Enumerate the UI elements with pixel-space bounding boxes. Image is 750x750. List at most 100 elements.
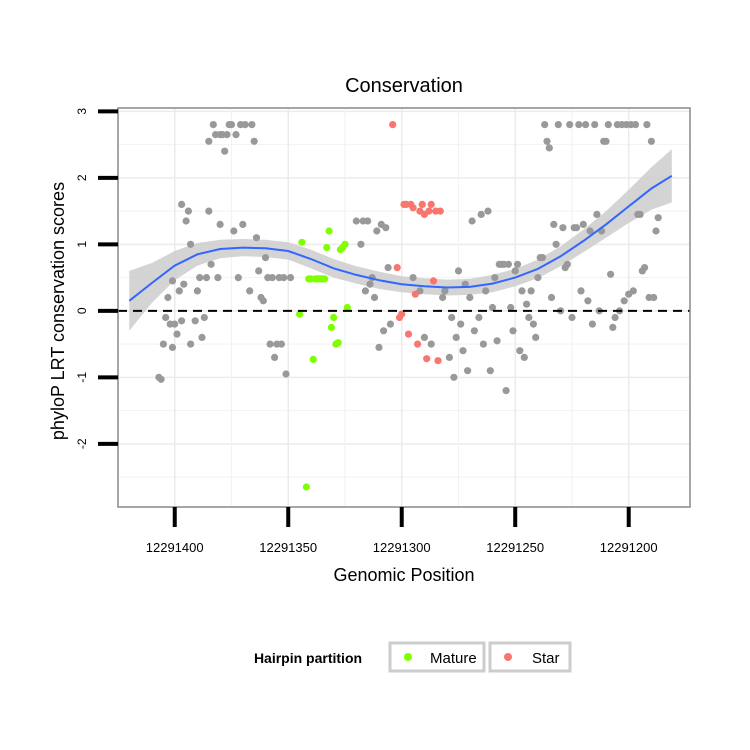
data-point-other (159, 340, 167, 348)
data-point-other (248, 121, 256, 129)
data-point-other (470, 327, 478, 335)
data-point-other (207, 260, 215, 268)
data-point-other (609, 323, 617, 331)
data-point-other (352, 217, 360, 225)
data-point-other (545, 144, 553, 152)
data-point-other (209, 121, 217, 129)
data-point-other (459, 347, 467, 355)
data-point-other (607, 270, 615, 278)
data-point-other (520, 353, 528, 361)
data-point-other (370, 293, 379, 302)
data-point-star (429, 277, 438, 285)
y-axis-label: phyloP LRT conservation scores (48, 182, 68, 440)
data-point-other (602, 137, 610, 145)
data-point-other (205, 137, 213, 145)
data-point-other (493, 337, 501, 345)
data-point-other (239, 220, 247, 228)
data-point-other (173, 330, 181, 338)
data-point-other (427, 340, 435, 348)
data-point-other (250, 137, 258, 145)
data-point-mature (325, 227, 333, 235)
data-point-other (441, 287, 449, 295)
data-point-other (636, 210, 644, 218)
data-point-other (187, 340, 195, 348)
data-point-other (647, 137, 656, 145)
legend-key-mature (404, 653, 412, 661)
data-point-other (541, 121, 549, 129)
data-point-other (464, 367, 472, 375)
data-point-other (282, 370, 290, 378)
data-point-other (643, 121, 651, 129)
data-point-other (575, 121, 583, 129)
data-point-mature (327, 323, 335, 331)
data-point-other (454, 267, 463, 275)
data-point-other (373, 227, 381, 235)
x-axis-label: Genomic Position (333, 565, 474, 585)
data-point-other (178, 317, 186, 325)
data-point-mature (343, 303, 351, 312)
data-point-other (184, 207, 192, 215)
data-point-other (232, 131, 240, 139)
data-point-other (641, 264, 649, 272)
data-point-other (534, 274, 542, 282)
data-point-other (180, 280, 188, 288)
data-point-other (216, 220, 224, 228)
data-point-other (202, 274, 211, 282)
data-point-other (543, 137, 551, 145)
data-point-other (584, 297, 592, 305)
data-point-other (591, 121, 599, 129)
data-point-other (384, 264, 392, 272)
data-point-other (586, 227, 594, 235)
legend-key-star-box (488, 641, 572, 673)
data-point-other (214, 274, 222, 282)
data-point-mature (309, 355, 317, 363)
x-tick-label: 12291250 (486, 540, 544, 555)
y-tick-label: -1 (75, 372, 89, 383)
legend-label-star: Star (532, 650, 560, 667)
data-point-other (468, 217, 476, 225)
data-point-mature (323, 244, 331, 252)
data-point-mature (296, 310, 304, 318)
chart-title: Conservation (345, 75, 463, 97)
data-point-star (434, 357, 442, 365)
data-point-other (386, 320, 394, 328)
data-point-mature (298, 238, 306, 246)
y-tick-label: -2 (75, 438, 89, 449)
y-tick-label: 3 (75, 108, 89, 115)
x-tick-label: 12291200 (600, 540, 658, 555)
data-point-other (364, 217, 372, 225)
data-point-other (457, 320, 465, 328)
smooth-trend-line (128, 174, 673, 302)
data-point-other (182, 217, 190, 225)
data-point-other (511, 267, 519, 275)
data-point-star (418, 200, 426, 208)
data-point-other (620, 297, 628, 305)
legend-label-mature: Mature (430, 650, 477, 667)
data-point-other (523, 300, 531, 308)
data-point-other (477, 210, 485, 218)
data-point-other (604, 121, 612, 129)
data-point-star (411, 290, 419, 298)
data-point-other (234, 274, 242, 282)
data-point-other (168, 277, 177, 285)
data-point-other (255, 267, 263, 275)
data-point-other (568, 313, 576, 322)
data-point-other (507, 303, 515, 312)
data-point-other (445, 353, 453, 361)
data-point-other (382, 224, 390, 232)
y-tick-label: 1 (75, 241, 89, 248)
legend-title: Hairpin partition (254, 650, 362, 666)
data-point-other (164, 293, 172, 302)
data-point-star (425, 207, 433, 215)
data-point-mature (334, 339, 342, 347)
data-point-other (420, 333, 428, 341)
data-point-other (486, 367, 494, 375)
data-point-other (171, 320, 179, 328)
data-point-other (466, 293, 474, 302)
data-point-other (277, 340, 285, 348)
data-point-other (200, 313, 208, 322)
data-point-other (175, 287, 183, 295)
data-point-other (187, 240, 195, 248)
data-point-other (631, 121, 640, 129)
